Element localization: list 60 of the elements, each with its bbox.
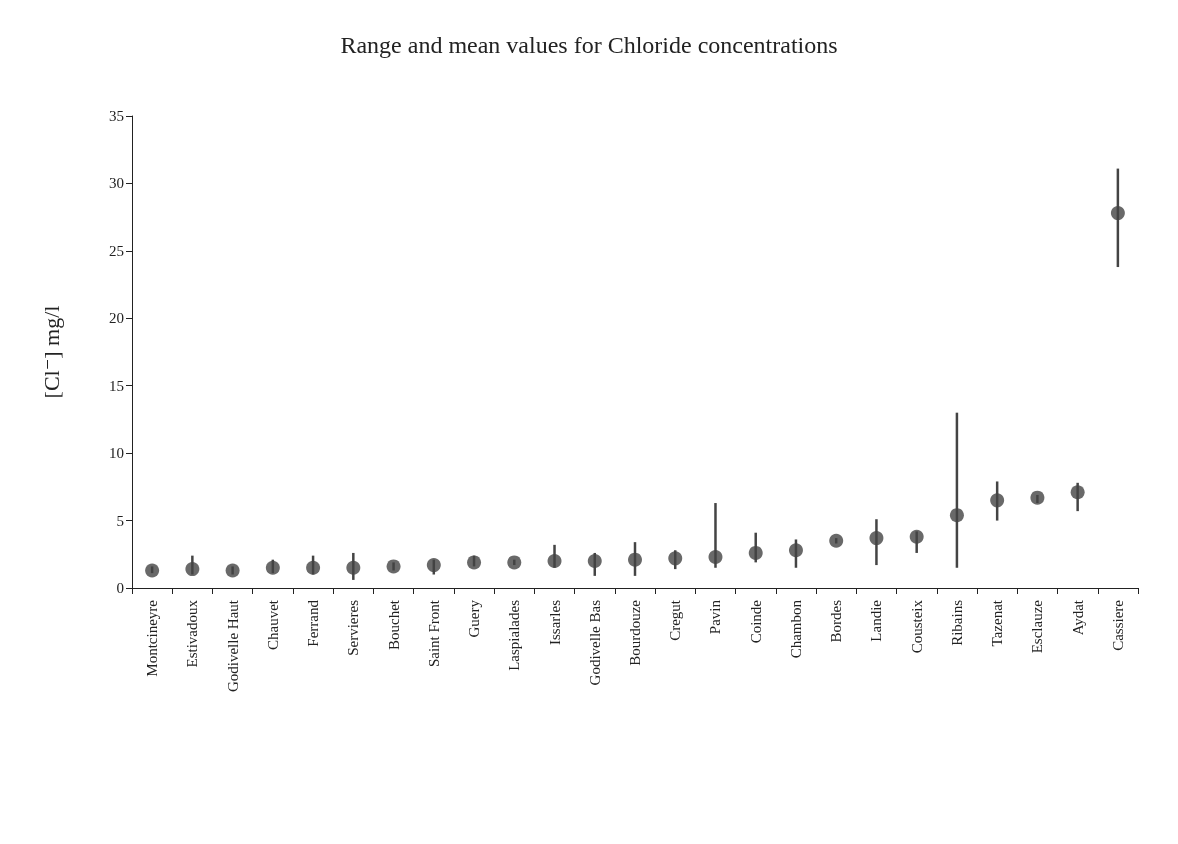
point [990, 493, 1005, 508]
point [507, 555, 522, 570]
y-tick-label: 0 [116, 580, 124, 596]
x-tick-label: Cassiere [1109, 599, 1126, 651]
point [467, 555, 482, 570]
point [949, 508, 964, 523]
point [1110, 206, 1125, 221]
x-tick-label: Tazenat [989, 599, 1006, 647]
y-tick-label: 25 [109, 242, 124, 259]
y-tick-label: 15 [109, 377, 124, 394]
point [869, 531, 884, 546]
y-tick-label: 30 [109, 175, 124, 192]
point [748, 545, 763, 560]
point [1070, 485, 1085, 500]
x-tick-label: Estivadoux [184, 599, 201, 668]
point [346, 560, 361, 575]
x-tick-label: Issarles [546, 599, 563, 645]
x-tick-label: Godivelle Haut [224, 599, 241, 693]
x-tick-label: Esclauze [1029, 599, 1046, 654]
x-tick-label: Pavin [707, 599, 724, 635]
y-tick-label: 5 [116, 512, 124, 529]
point [426, 558, 441, 573]
point [587, 554, 602, 569]
x-tick-label: Godivelle Bas [586, 599, 603, 686]
x-tick-label: Cregut [667, 599, 684, 641]
y-axis-title: [Cl⁻] mg/l [38, 305, 64, 399]
point [225, 563, 240, 578]
x-tick-label: Chambon [787, 599, 804, 659]
point [306, 560, 321, 575]
x-tick-label: Bordes [828, 599, 845, 643]
x-tick-label: Servieres [345, 599, 362, 656]
point [628, 552, 642, 567]
point [829, 533, 844, 548]
point [265, 560, 280, 575]
point [668, 551, 683, 566]
x-tick-label: Ferrand [305, 599, 322, 647]
point [708, 549, 723, 564]
x-tick-label: Bourdouze [627, 599, 643, 666]
x-tick-label: Aydat [1069, 599, 1086, 636]
y-tick-label: 10 [109, 445, 124, 462]
x-tick-label: Montcineyre [144, 599, 161, 677]
x-tick-label: Chauvet [264, 599, 281, 650]
x-tick-label: Laspialades [506, 599, 523, 671]
point [547, 554, 562, 569]
chart-title: Range and mean values for Chloride concentrations [340, 32, 838, 58]
x-tick-label: Coinde [747, 599, 764, 644]
x-tick-label: Guery [466, 599, 483, 638]
x-tick-label: Saint Front [425, 599, 442, 668]
point [909, 529, 924, 544]
x-tick-label: Ribains [948, 599, 965, 646]
x-tick-label: Landie [868, 599, 885, 642]
point [145, 563, 160, 578]
point [185, 562, 200, 577]
y-tick-label: 35 [109, 108, 124, 124]
point [386, 559, 401, 574]
x-tick-label: Cousteix [908, 599, 925, 654]
x-tick-label: Bouchet [385, 599, 402, 650]
y-tick-label: 20 [109, 310, 124, 327]
point [1030, 490, 1045, 505]
point [788, 543, 803, 558]
